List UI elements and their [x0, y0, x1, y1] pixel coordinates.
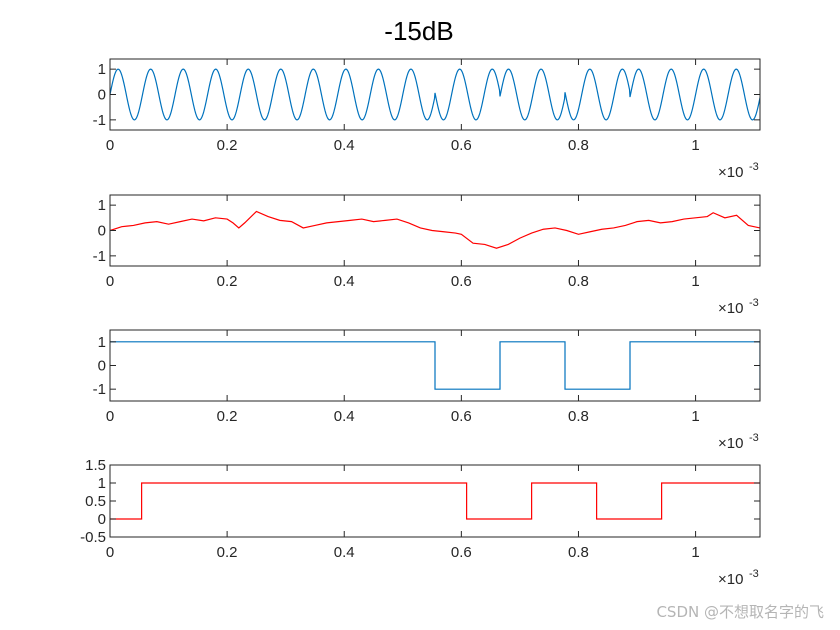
y-tick-label: 0: [98, 511, 106, 528]
x-tick-label: 0.4: [334, 544, 355, 561]
x-exponent-label: ×10: [718, 571, 743, 588]
x-tick-label: 0.2: [217, 273, 238, 290]
x-tick-label: 0.2: [217, 137, 238, 154]
x-tick-label: 0: [106, 273, 114, 290]
csdn-watermark: CSDN @不想取名字的飞: [656, 603, 824, 621]
x-exponent-power: -3: [749, 161, 759, 173]
figure-title: -15dB: [384, 16, 453, 46]
series-line-2: [110, 210, 760, 249]
axes-group: 0 0.2 0.4 0.6 0.8 1-101×10 -30 0.2 0.4 0.6 0.8 1-10…: [80, 58, 761, 588]
y-tick-label: 0.5: [85, 493, 106, 510]
y-tick-label: 0: [98, 87, 106, 104]
series-line-3: [110, 341, 760, 390]
y-tick-label: 1: [98, 475, 106, 492]
y-tick-label: 1: [98, 197, 106, 214]
x-tick-label: 0.6: [451, 408, 472, 425]
x-tick-label: 0: [106, 544, 114, 561]
x-tick-label: 0.4: [334, 273, 355, 290]
series-line-1: [110, 68, 760, 121]
x-tick-label: 0.8: [568, 273, 589, 290]
y-tick-label: -1: [93, 112, 106, 129]
x-tick-label: 0.4: [334, 408, 355, 425]
subplot-1: 0 0.2 0.4 0.6 0.8 1-101×10 -3: [93, 58, 761, 181]
subplot-2: 0 0.2 0.4 0.6 0.8 1-101×10 -3: [93, 194, 761, 317]
x-tick-label: 0: [106, 137, 114, 154]
subplot-3: 0 0.2 0.4 0.6 0.8 1-101×10 -3: [93, 329, 761, 452]
x-tick-label: 1: [691, 408, 699, 425]
x-tick-label: 0.4: [334, 137, 355, 154]
y-tick-label: -0.5: [80, 529, 106, 546]
x-tick-label: 1: [691, 273, 699, 290]
x-exponent-label: ×10: [718, 435, 743, 452]
y-tick-label: 1.5: [85, 457, 106, 474]
x-tick-label: 0.8: [568, 408, 589, 425]
x-tick-label: 0.2: [217, 544, 238, 561]
y-tick-label: -1: [93, 248, 106, 265]
x-tick-label: 0.6: [451, 273, 472, 290]
x-tick-label: 1: [691, 137, 699, 154]
x-exponent-power: -3: [749, 297, 759, 309]
y-tick-label: 0: [98, 358, 106, 375]
x-tick-label: 1: [691, 544, 699, 561]
y-tick-label: -1: [93, 381, 106, 398]
y-tick-label: 0: [98, 223, 106, 240]
y-tick-label: 1: [98, 61, 106, 78]
x-exponent-power: -3: [749, 568, 759, 580]
y-tick-label: 1: [98, 334, 106, 351]
x-tick-label: 0.6: [451, 137, 472, 154]
axes-box-4: [109, 464, 761, 538]
subplot-4: 0 0.2 0.4 0.6 0.8 1-0.500.511.5×10 -3: [80, 457, 761, 588]
x-tick-label: 0.8: [568, 544, 589, 561]
x-tick-label: 0.6: [451, 544, 472, 561]
x-exponent-power: -3: [749, 432, 759, 444]
x-exponent-label: ×10: [718, 164, 743, 181]
x-tick-label: 0.8: [568, 137, 589, 154]
series-line-4: [110, 482, 760, 520]
x-tick-label: 0.2: [217, 408, 238, 425]
x-exponent-label: ×10: [718, 300, 743, 317]
x-tick-label: 0: [106, 408, 114, 425]
